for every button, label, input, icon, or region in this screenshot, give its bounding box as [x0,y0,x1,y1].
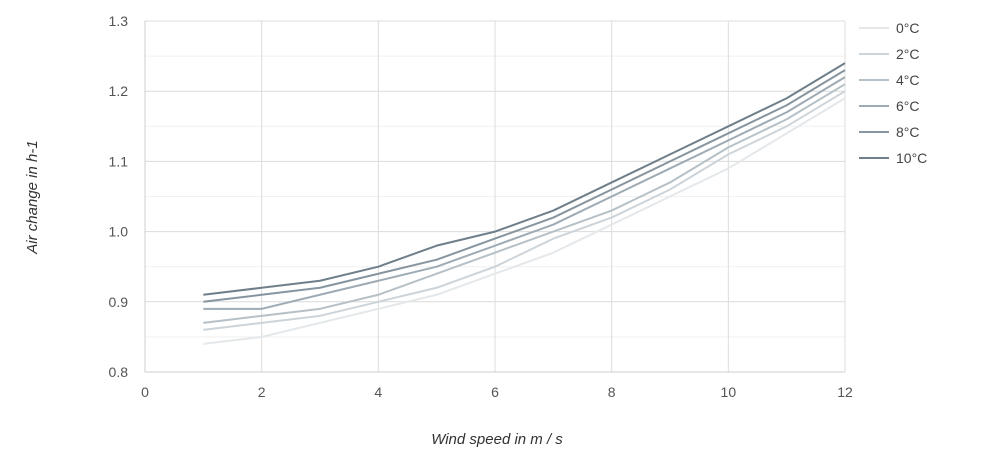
series-line [203,62,846,296]
x-tick-label: 10 [721,384,737,400]
y-tick-label: 1.1 [109,153,129,169]
legend-label: 8°C [896,124,920,140]
y-tick-label: 0.9 [109,294,129,310]
legend-label: 0°C [896,20,920,36]
legend-label: 6°C [896,98,920,114]
legend-label: 2°C [896,46,920,62]
x-tick-labels: 0 2 4 6 8 10 12 [141,384,853,400]
y-axis-title: Air change in h-1 [24,140,41,254]
x-tick-label: 2 [258,384,266,400]
axes [144,21,845,373]
y-tick-labels: 0.8 0.9 1.0 1.1 1.2 1.3 [109,13,129,380]
legend-label: 4°C [896,72,920,88]
x-tick-label: 0 [141,384,149,400]
x-axis-title: Wind speed in m / s [431,431,563,448]
x-tick-label: 6 [491,384,499,400]
y-tick-label: 1.0 [109,224,129,240]
series-line [203,83,846,324]
legend: 0°C 2°C 4°C 6°C 8°C 10°C [859,20,927,166]
grid-lines [145,20,846,372]
legend-label: 10°C [896,150,927,166]
y-tick-label: 1.2 [109,83,129,99]
y-tick-label: 1.3 [109,13,129,29]
y-tick-label: 0.8 [109,364,129,380]
series-line [203,69,846,303]
x-tick-label: 8 [608,384,616,400]
series-lines [203,62,846,345]
series-line [203,97,846,345]
series-line [203,90,846,331]
series-line [203,76,846,310]
x-tick-label: 12 [837,384,853,400]
x-tick-label: 4 [374,384,382,400]
